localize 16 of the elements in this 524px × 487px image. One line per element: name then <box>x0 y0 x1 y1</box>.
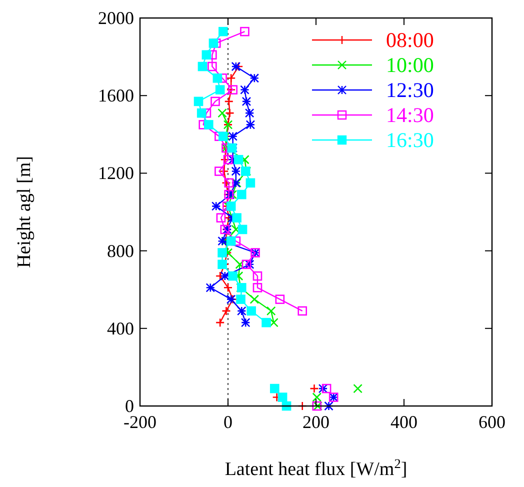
legend-label: 08:00 <box>386 28 434 52</box>
x-tick-label: 0 <box>224 412 232 432</box>
y-tick-label: 1200 <box>98 163 134 184</box>
y-tick-label: 400 <box>107 318 134 338</box>
legend-label: 10:00 <box>386 53 434 77</box>
y-axis-title: Height agl [m] <box>14 156 35 268</box>
x-tick-label: 400 <box>390 412 418 432</box>
y-tick-label: 800 <box>107 240 134 261</box>
legend-label: 14:30 <box>386 103 434 127</box>
x-tick-label: 200 <box>302 412 330 432</box>
legend-label: 16:30 <box>386 128 434 152</box>
legend-label: 12:30 <box>386 78 434 102</box>
y-tick-label: 2000 <box>98 8 134 28</box>
x-tick-label: 600 <box>478 412 506 432</box>
x-axis-title: Latent heat flux [W/m$^{2}$] <box>224 456 408 480</box>
y-tick-label: 1600 <box>98 86 134 106</box>
